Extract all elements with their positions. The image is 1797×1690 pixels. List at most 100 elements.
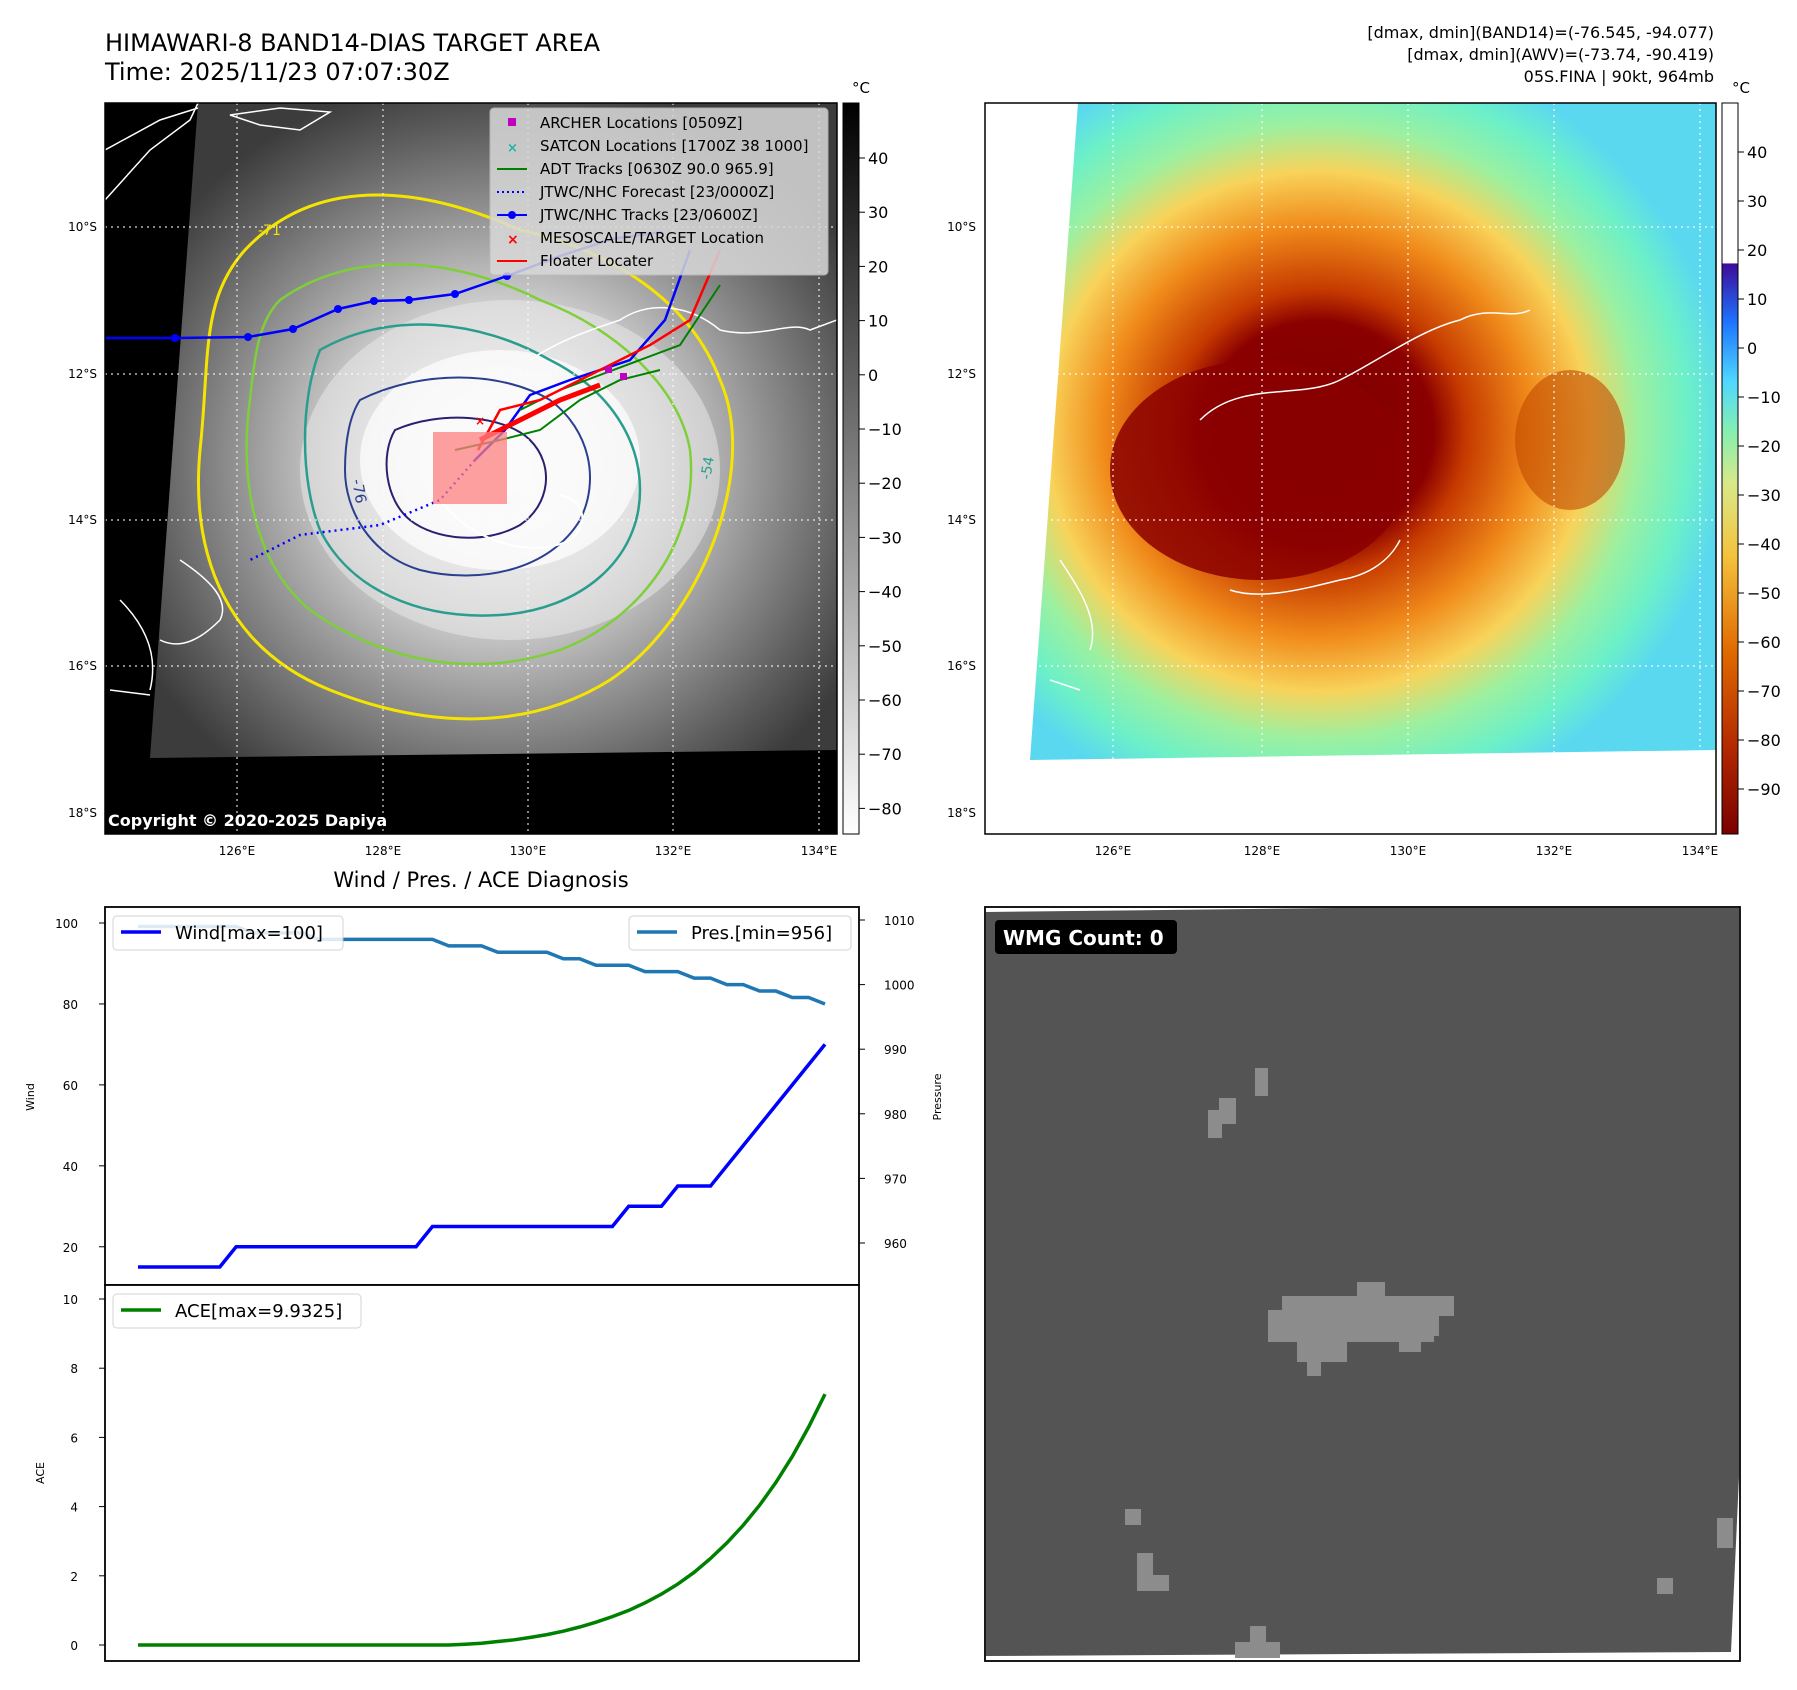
colorbar-tick-label: −30 xyxy=(868,528,902,547)
pressure-tick-label: 1000 xyxy=(884,979,915,993)
ace-legend-label: ACE[max=9.9325] xyxy=(175,1301,342,1322)
wind-pressure-chart: Wind Pressure 20 40 60 80 100 960 970 980 990 10… xyxy=(24,906,944,1286)
figure-title: HIMAWARI-8 BAND14-DIAS TARGET AREA xyxy=(105,29,601,57)
wind-legend-label: Wind[max=100] xyxy=(175,923,323,944)
pressure-tick-label: 990 xyxy=(884,1043,907,1057)
colorbar-tick-label: −50 xyxy=(868,637,902,656)
wmg-panel: WMG Count: 0 xyxy=(984,906,1741,1662)
colorbar-tick-label: −70 xyxy=(1747,682,1781,701)
colorbar-tick-label: 40 xyxy=(1747,143,1767,162)
wmg-count-label: WMG Count: 0 xyxy=(1003,926,1164,950)
colorbar-tick-label: 40 xyxy=(868,149,888,168)
colorbar-tick-label: 10 xyxy=(1747,290,1767,309)
wind-tick-label: 80 xyxy=(63,998,78,1012)
colorbar-tick-label: 30 xyxy=(1747,192,1767,211)
pressure-tick-label: 960 xyxy=(884,1237,907,1251)
svg-text:×: × xyxy=(475,414,485,428)
colorbar-tick-label: −90 xyxy=(1747,780,1781,799)
legend-forecast: JTWC/NHC Forecast [23/0000Z] xyxy=(539,183,774,201)
colorbar-tick-label: −60 xyxy=(868,691,902,710)
ace-tick-label: 6 xyxy=(70,1431,78,1445)
map-legend: ARCHER Locations [0509Z] × SATCON Locati… xyxy=(489,107,829,276)
lat-label: 18°S xyxy=(68,806,97,820)
gray-colorbar: °C 40 30 20 10 0 −10 −20 −30 −40 −50 −60 −70 −80 xyxy=(842,79,902,835)
lat-label: 12°S xyxy=(68,367,97,381)
wmg-count-badge: WMG Count: 0 xyxy=(995,920,1177,954)
contour-label-54: -54 xyxy=(698,455,718,480)
ace-axis-label: ACE xyxy=(34,1462,47,1484)
pressure-tick-label: 1010 xyxy=(884,914,915,928)
lon-label: 130°E xyxy=(510,844,547,858)
lon-label: 130°E xyxy=(1390,844,1427,858)
wind-tick-label: 20 xyxy=(63,1241,78,1255)
lat-label: 12°S xyxy=(947,367,976,381)
legend-tracks: JTWC/NHC Tracks [23/0600Z] xyxy=(539,206,758,224)
colorbar-tick-label: −80 xyxy=(868,799,902,818)
color-colorbar-unit: °C xyxy=(1732,79,1750,97)
wind-tick-label: 40 xyxy=(63,1160,78,1174)
ace-chart: ACE 0 2 4 6 8 10 ACE[max=9.9325] xyxy=(34,1284,860,1662)
gray-colorbar-unit: °C xyxy=(852,79,870,97)
lon-label: 126°E xyxy=(1095,844,1132,858)
lon-label: 132°E xyxy=(1536,844,1573,858)
lon-label: 132°E xyxy=(655,844,692,858)
lat-label: 16°S xyxy=(947,659,976,673)
legend-adt: ADT Tracks [0630Z 90.0 965.9] xyxy=(540,160,774,178)
wind-axis-label: Wind xyxy=(24,1083,37,1111)
lon-label: 128°E xyxy=(365,844,402,858)
ir-map-panel: × -71 -76 -54 Copyright © 2020-2025 Dapi… xyxy=(68,102,838,858)
lon-label: 134°E xyxy=(801,844,838,858)
colorbar-tick-label: −80 xyxy=(1747,731,1781,750)
ace-tick-label: 10 xyxy=(63,1293,78,1307)
pressure-axis-label: Pressure xyxy=(931,1073,944,1120)
lat-label: 10°S xyxy=(68,220,97,234)
colorbar-tick-label: 0 xyxy=(868,366,878,385)
ace-tick-label: 2 xyxy=(70,1570,78,1584)
lat-label: 10°S xyxy=(947,220,976,234)
lat-label: 18°S xyxy=(947,806,976,820)
svg-text:×: × xyxy=(507,141,518,156)
wind-line xyxy=(138,1043,827,1269)
colorbar-tick-label: 30 xyxy=(868,203,888,222)
colorbar-tick-label: −10 xyxy=(1747,388,1781,407)
storm-info: 05S.FINA | 90kt, 964mb xyxy=(1524,67,1714,86)
contour-label-76: -76 xyxy=(348,478,370,505)
svg-text:×: × xyxy=(507,232,519,248)
lat-label: 14°S xyxy=(947,513,976,527)
lat-label: 14°S xyxy=(68,513,97,527)
pressure-tick-label: 980 xyxy=(884,1108,907,1122)
colorbar-tick-label: −20 xyxy=(1747,437,1781,456)
legend-satcon: SATCON Locations [1700Z 38 1000] xyxy=(540,137,808,155)
pressure-legend: Pres.[min=956] xyxy=(628,915,852,951)
pressure-tick-label: 970 xyxy=(884,1172,907,1186)
legend-archer: ARCHER Locations [0509Z] xyxy=(540,114,743,132)
colorbar-tick-label: −40 xyxy=(868,583,902,602)
colorbar-tick-label: 20 xyxy=(868,257,888,276)
colorbar-tick-label: −50 xyxy=(1747,584,1781,603)
ace-tick-label: 4 xyxy=(70,1501,78,1515)
lon-label: 126°E xyxy=(219,844,256,858)
color-map-panel: 10°S 12°S 14°S 16°S 18°S 126°E 128°E 130… xyxy=(947,102,1718,858)
legend-floater: Floater Locater xyxy=(540,252,654,270)
stats-awv: [dmax, dmin](AWV)=(-73.74, -90.419) xyxy=(1407,45,1714,64)
ace-tick-label: 0 xyxy=(70,1639,78,1653)
contour-label-71: -71 xyxy=(258,223,281,239)
legend-target: MESOSCALE/TARGET Location xyxy=(540,229,764,247)
color-colorbar: °C 40 30 20 10 0 −10 −20 −30 −40 −50 −60 −70 −80 −90 xyxy=(1721,79,1781,835)
colorbar-tick-label: 10 xyxy=(868,312,888,331)
ace-tick-label: 8 xyxy=(70,1362,78,1376)
colorbar-tick-label: 0 xyxy=(1747,339,1757,358)
wind-tick-label: 100 xyxy=(55,917,78,931)
lon-label: 128°E xyxy=(1244,844,1281,858)
ace-legend: ACE[max=9.9325] xyxy=(112,1293,362,1329)
copyright-text: Copyright © 2020-2025 Dapiya xyxy=(108,811,387,830)
stats-band14: [dmax, dmin](BAND14)=(-76.545, -94.077) xyxy=(1367,23,1714,42)
colorbar-tick-label: −20 xyxy=(868,474,902,493)
colorbar-tick-label: −60 xyxy=(1747,633,1781,652)
colorbar-tick-label: 20 xyxy=(1747,241,1767,260)
lat-label: 16°S xyxy=(68,659,97,673)
pressure-legend-label: Pres.[min=956] xyxy=(691,923,832,944)
colorbar-tick-label: −30 xyxy=(1747,486,1781,505)
colorbar-tick-label: −70 xyxy=(868,745,902,764)
